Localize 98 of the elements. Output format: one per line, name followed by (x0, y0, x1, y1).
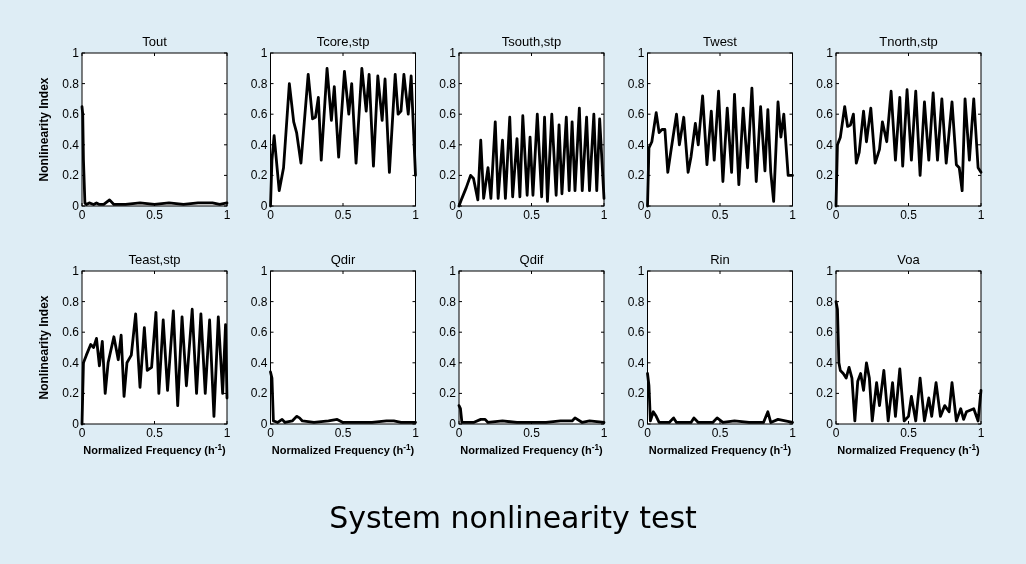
y-tick-label: 0 (449, 199, 457, 213)
y-tick-label: 0.4 (62, 355, 80, 370)
y-tick-label: 0.2 (62, 386, 80, 401)
x-tick-label: 0.5 (334, 208, 352, 222)
y-tick-label: 0 (72, 199, 80, 213)
y-tick-label: 0.6 (62, 325, 80, 340)
x-axis-title: Normalized Frequency (h$^{-1}$) (648, 442, 792, 456)
x-axis-title: Normalized Frequency (h$^{-1}$) (271, 442, 415, 456)
x-tick-label: 0.5 (900, 426, 918, 440)
y-tick-label: 0 (72, 417, 80, 431)
chart-title: Rin (710, 252, 730, 267)
y-tick-label: 0.6 (439, 325, 457, 340)
y-tick-label: 0.6 (816, 325, 834, 340)
y-tick-label: 0.4 (250, 137, 268, 152)
y-tick-label: 1 (637, 46, 645, 60)
y-tick-label: 0.6 (250, 107, 268, 122)
y-tick-label: 0.8 (62, 76, 80, 91)
y-tick-label: 0 (449, 417, 457, 431)
y-tick-label: 1 (637, 264, 645, 278)
x-tick-label: 0.5 (146, 426, 164, 440)
y-tick-label: 0.2 (62, 168, 80, 183)
chart-title: Qdir (330, 252, 356, 267)
y-tick-label: 1 (826, 46, 834, 60)
chart-title: Voa (897, 252, 921, 267)
y-tick-label: 0 (826, 417, 834, 431)
y-tick-label: 0.8 (627, 76, 645, 91)
x-tick-label: 0.5 (146, 208, 164, 222)
x-tick-label: 1 (223, 426, 231, 440)
y-tick-label: 0.4 (62, 137, 80, 152)
x-axis-title: Normalized Frequency (h$^{-1}$) (837, 442, 981, 456)
y-tick-label: 1 (72, 46, 80, 60)
x-tick-label: 1 (977, 426, 985, 440)
y-tick-label: 1 (260, 46, 268, 60)
x-tick-label: 0.5 (523, 208, 541, 222)
y-tick-label: 0.8 (816, 76, 834, 91)
y-tick-label: 1 (260, 264, 268, 278)
y-tick-label: 0.6 (627, 325, 645, 340)
y-tick-label: 0.4 (627, 137, 645, 152)
y-tick-label: 0.4 (816, 137, 834, 152)
chart-title: Teast,stp (128, 252, 181, 267)
chart-title: Tcore,stp (316, 34, 370, 49)
text: System nonlinearity test (329, 500, 698, 535)
y-tick-label: 0 (260, 417, 268, 431)
x-tick-label: 0.5 (711, 208, 729, 222)
y-tick-label: 0.2 (250, 168, 268, 183)
y-axis-title: Nonlinearity Index (37, 295, 51, 400)
x-tick-label: 1 (789, 208, 797, 222)
y-tick-label: 0.4 (816, 355, 834, 370)
x-tick-label: 1 (600, 208, 608, 222)
y-tick-label: 0.4 (439, 355, 457, 370)
y-tick-label: 0.4 (250, 355, 268, 370)
y-tick-label: 0.8 (816, 294, 834, 309)
y-tick-label: 0 (260, 199, 268, 213)
y-tick-label: 1 (826, 264, 834, 278)
y-tick-label: 0.4 (439, 137, 457, 152)
y-tick-label: 0.6 (816, 107, 834, 122)
y-axis-title: Nonlinearity Index (37, 77, 51, 182)
y-tick-label: 0 (826, 199, 834, 213)
y-tick-label: 0.6 (627, 107, 645, 122)
y-tick-label: 0.2 (439, 386, 457, 401)
y-tick-label: 0.8 (250, 76, 268, 91)
y-tick-label: 0.8 (439, 294, 457, 309)
chart-title: Twest (703, 34, 738, 49)
y-tick-label: 0.2 (816, 168, 834, 183)
y-tick-label: 0 (637, 199, 645, 213)
y-tick-label: 0.8 (62, 294, 80, 309)
y-tick-label: 1 (72, 264, 80, 278)
y-tick-label: 0.8 (250, 294, 268, 309)
x-tick-label: 0.5 (523, 426, 541, 440)
x-tick-label: 1 (977, 208, 985, 222)
y-tick-label: 0.2 (816, 386, 834, 401)
x-axis-title: Normalized Frequency (h$^{-1}$) (83, 442, 227, 456)
chart-title: Tnorth,stp (879, 34, 938, 49)
y-tick-label: 0.2 (250, 386, 268, 401)
y-tick-label: 0.8 (439, 76, 457, 91)
x-tick-label: 1 (412, 426, 420, 440)
x-tick-label: 0.5 (711, 426, 729, 440)
y-tick-label: 0.2 (627, 168, 645, 183)
x-tick-label: 1 (600, 426, 608, 440)
chart-title: Qdif (519, 252, 544, 267)
y-tick-label: 1 (449, 46, 457, 60)
y-tick-label: 0 (637, 417, 645, 431)
chart-title: Tout (142, 34, 168, 49)
x-tick-label: 0.5 (900, 208, 918, 222)
y-tick-label: 0.6 (250, 325, 268, 340)
y-tick-label: 0.6 (62, 107, 80, 122)
y-tick-label: 0.2 (627, 386, 645, 401)
x-tick-label: 1 (412, 208, 420, 222)
y-tick-label: 0.4 (627, 355, 645, 370)
y-tick-label: 1 (449, 264, 457, 278)
x-tick-label: 1 (789, 426, 797, 440)
x-tick-label: 1 (223, 208, 231, 222)
y-tick-label: 0.6 (439, 107, 457, 122)
x-tick-label: 0.5 (334, 426, 352, 440)
y-tick-label: 0.8 (627, 294, 645, 309)
x-axis-title: Normalized Frequency (h$^{-1}$) (460, 442, 604, 456)
y-tick-label: 0.2 (439, 168, 457, 183)
chart-title: Tsouth,stp (501, 34, 562, 49)
